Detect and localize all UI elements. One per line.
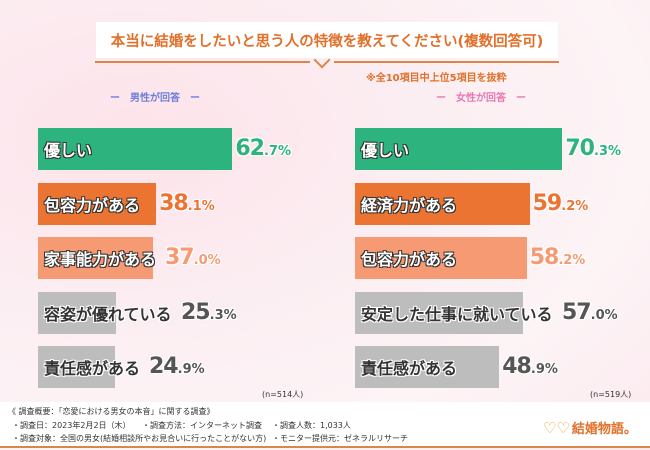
title-box: 本当に結婚をしたいと思う人の特徴を教えてください(複数回答可) (96, 22, 558, 58)
male-bar: 容姿が優れている (38, 291, 172, 334)
survey-count: ・調査人数：1,033人 (272, 421, 351, 430)
male-bar: 家事能力がある (38, 237, 157, 279)
value-label: 37.0% (165, 245, 221, 270)
bar-label: 責任感がある (44, 359, 141, 378)
bar-label: 容姿が優れている (44, 304, 172, 324)
survey-method: ・調査方法：インターネット調査 (142, 421, 262, 430)
bar-label: 責任感がある (361, 359, 458, 378)
female-subtitle: ー 女性が回答 ー (436, 93, 526, 104)
bar-label: 安定した仕事に就いている (361, 304, 553, 324)
survey-target: ・調査対象：全国の男女(結婚相談所やお見合いに行ったことがない方) (12, 434, 267, 443)
value-label: 57.0% (562, 299, 618, 325)
male-sample: (n=514人) (262, 390, 304, 399)
value-label: 25.3% (181, 299, 237, 325)
survey-date: ・調査日：2023年2月2日（木） (12, 421, 131, 430)
male-subtitle: ー 男性が回答 ー (110, 93, 200, 104)
bar-label: 家事能力がある (44, 250, 157, 269)
value-label: 24.9% (149, 354, 205, 379)
bar-label: 経済力がある (361, 195, 458, 215)
bar-label: 包容力がある (44, 195, 141, 215)
female-bar: 責任感がある (355, 346, 500, 388)
logo: ♡♡ 結婚物語。 (543, 418, 637, 438)
value-label: 70.3% (565, 136, 622, 161)
chart-title: 本当に結婚をしたいと思う人の特徴を教えてください(複数回答可) (110, 33, 544, 50)
hearts-icon: ♡♡ (543, 418, 570, 437)
value-label: 59.2% (532, 190, 589, 216)
value-label: 48.9% (502, 354, 558, 379)
male-bar: 包容力がある (38, 182, 157, 225)
male-bar: 優しい (38, 128, 233, 170)
bar-label: 優しい (361, 141, 410, 160)
female-sample: (n=519人) (590, 390, 632, 399)
value-label: 62.7% (235, 136, 291, 161)
female-bar: 経済力がある (355, 182, 530, 225)
value-label: 58.2% (529, 245, 586, 270)
value-label: 38.1% (159, 190, 215, 216)
female-bar: 安定した仕事に就いている (355, 291, 553, 334)
survey-provider: ・モニター提供元：ゼネラルリサーチ (272, 434, 408, 443)
female-bar: 包容力がある (355, 237, 527, 279)
bar-label: 包容力がある (361, 250, 458, 269)
male-bar: 責任感がある (38, 346, 140, 388)
bar-label: 優しい (44, 141, 93, 160)
female-bar: 優しい (355, 128, 563, 170)
footer: 《 調査概要：「恋愛における男女の本音」に関する調査》 ・調査日：2023年2月… (0, 402, 650, 448)
note: ※全10項目中上位5項目を抜粋 (366, 73, 507, 84)
survey-heading: 《 調査概要：「恋愛における男女の本音」に関する調査》 (8, 407, 215, 416)
